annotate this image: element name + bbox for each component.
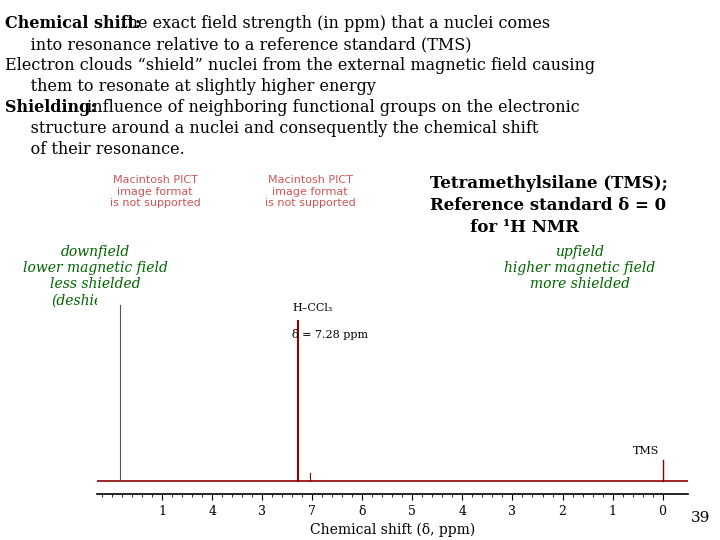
Text: Chemical shift:: Chemical shift: — [5, 15, 141, 32]
X-axis label: Chemical shift (δ, ppm): Chemical shift (δ, ppm) — [310, 523, 475, 537]
Text: 39: 39 — [690, 511, 710, 525]
Text: into resonance relative to a reference standard (TMS): into resonance relative to a reference s… — [5, 36, 472, 53]
Text: influence of neighboring functional groups on the electronic: influence of neighboring functional grou… — [82, 99, 580, 116]
Text: δ = 7.28 ppm: δ = 7.28 ppm — [292, 329, 369, 340]
Text: of their resonance.: of their resonance. — [5, 141, 185, 158]
Text: the exact field strength (in ppm) that a nuclei comes: the exact field strength (in ppm) that a… — [116, 15, 550, 32]
Text: Shielding:: Shielding: — [5, 99, 96, 116]
Text: Tetramethylsilane (TMS);: Tetramethylsilane (TMS); — [430, 175, 667, 192]
Text: H–CCl₃: H–CCl₃ — [292, 303, 333, 313]
Text: downfield
lower magnetic field
less shielded
(deshielded): downfield lower magnetic field less shie… — [22, 245, 168, 308]
Text: Reference standard δ = 0: Reference standard δ = 0 — [430, 197, 666, 214]
Text: Electron clouds “shield” nuclei from the external magnetic field causing: Electron clouds “shield” nuclei from the… — [5, 57, 595, 74]
Text: TMS: TMS — [633, 446, 659, 456]
Text: structure around a nuclei and consequently the chemical shift: structure around a nuclei and consequent… — [5, 120, 539, 137]
Text: Macintosh PICT
image format
is not supported: Macintosh PICT image format is not suppo… — [109, 175, 200, 208]
Text: them to resonate at slightly higher energy: them to resonate at slightly higher ener… — [5, 78, 376, 95]
Text: for ¹H NMR: for ¹H NMR — [430, 219, 579, 236]
Text: Macintosh PICT
image format
is not supported: Macintosh PICT image format is not suppo… — [265, 175, 356, 208]
Text: upfield
higher magnetic field
more shielded: upfield higher magnetic field more shiel… — [505, 245, 656, 292]
